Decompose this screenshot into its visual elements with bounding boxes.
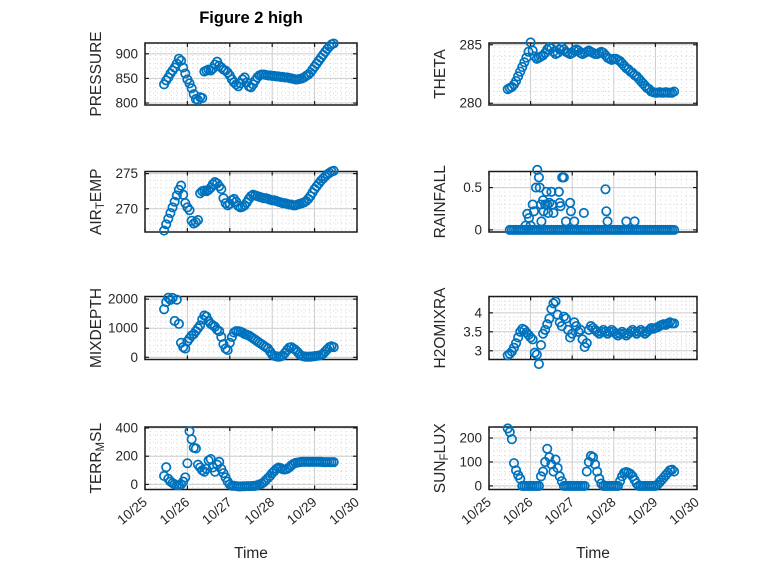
tick-marks xyxy=(144,171,358,232)
y-tick-label: 270 xyxy=(115,201,138,216)
y-tick-label: 0.5 xyxy=(463,180,482,195)
y-tick-label: 0 xyxy=(130,477,138,492)
y-tick-label: 275 xyxy=(115,166,138,181)
subplot-sun_flux: 0 100 200 SUNFLUX 10/25 10/26 10/27 10/28 10/29 1… xyxy=(432,423,702,528)
y-tick-label: 400 xyxy=(115,420,138,435)
data-points xyxy=(502,37,680,98)
x-tick-label: 10/25 xyxy=(114,494,150,527)
y-axis-label-rainfall: RAINFALL xyxy=(432,165,449,239)
data-points xyxy=(159,292,339,362)
x-tick-label: 10/27 xyxy=(542,494,578,527)
x-tick-label: 10/27 xyxy=(199,494,235,527)
y-tick-label: 2000 xyxy=(108,292,138,307)
y-tick-label: 3 xyxy=(474,343,482,358)
tick-marks xyxy=(488,296,698,360)
y-tick-label: 200 xyxy=(115,449,138,464)
y-axis-label-theta: THETA xyxy=(432,49,449,99)
y-axis-label-h2omixra: H2OMIXRA xyxy=(432,287,449,369)
data-points xyxy=(159,165,339,236)
minor-grid xyxy=(489,296,697,360)
y-tick-label: 0 xyxy=(474,478,482,493)
subplot-h2omixra: 3 3.5 4 H2OMIXRA xyxy=(432,287,698,370)
subplot-terr_msl: 0 200 400 TERRMSL 10/25 10/26 10/27 10/28 10/29 1… xyxy=(88,420,362,527)
y-tick-label: 900 xyxy=(115,46,138,61)
tick-marks xyxy=(488,43,698,105)
x-tick-label: 10/26 xyxy=(157,494,193,527)
x-tick-label: 10/26 xyxy=(500,494,536,527)
y-tick-label: 1000 xyxy=(108,321,138,336)
minor-grid xyxy=(489,171,697,232)
y-axis-label-mixdepth: MIXDEPTH xyxy=(88,288,105,368)
data-points xyxy=(159,38,339,106)
y-axis-label-air_temp: AIRTEMP xyxy=(88,169,107,235)
subplot-theta: 280 285 THETA xyxy=(432,37,698,111)
y-axis-label-sun_flux: SUNFLUX xyxy=(432,423,451,494)
y-tick-label: 0 xyxy=(130,350,138,365)
data-points xyxy=(504,164,680,235)
figure-title: Figure 2 high xyxy=(199,9,303,27)
y-tick-label: 200 xyxy=(459,431,482,446)
x-tick-label: 10/29 xyxy=(284,494,320,527)
y-tick-label: 3.5 xyxy=(463,324,482,339)
x-tick-label: 10/25 xyxy=(458,494,494,527)
y-tick-label: 4 xyxy=(474,305,482,320)
minor-grid xyxy=(145,427,357,490)
tick-marks xyxy=(144,427,358,490)
y-tick-label: 280 xyxy=(459,96,482,111)
y-axis-label-pressure: PRESSURE xyxy=(88,31,105,116)
x-tick-label: 10/30 xyxy=(326,494,362,527)
data-points xyxy=(159,426,339,492)
y-tick-label: 285 xyxy=(459,37,482,52)
tick-marks xyxy=(488,427,698,490)
x-tick-label: 10/28 xyxy=(242,494,278,527)
data-points xyxy=(502,423,680,491)
x-tick-label: 10/28 xyxy=(583,494,619,527)
x-tick-label: 10/30 xyxy=(666,494,702,527)
subplot-air_temp: 270 275 AIRTEMP xyxy=(88,165,358,236)
y-axis-label-terr_msl: TERRMSL xyxy=(88,422,107,493)
x-axis-label-left: Time xyxy=(234,545,268,562)
y-tick-label: 800 xyxy=(115,96,138,111)
y-tick-label: 100 xyxy=(459,454,482,469)
x-tick-label: 10/29 xyxy=(625,494,661,527)
tick-marks xyxy=(144,43,358,105)
subplot-pressure: 800 850 900 PRESSURE xyxy=(88,31,358,117)
tick-marks xyxy=(144,296,358,360)
y-tick-label: 0 xyxy=(474,222,482,237)
data-points xyxy=(502,296,680,370)
subplot-rainfall: 0 0.5 RAINFALL xyxy=(432,164,698,239)
x-axis-label-right: Time xyxy=(576,545,610,562)
y-tick-label: 850 xyxy=(115,71,138,86)
